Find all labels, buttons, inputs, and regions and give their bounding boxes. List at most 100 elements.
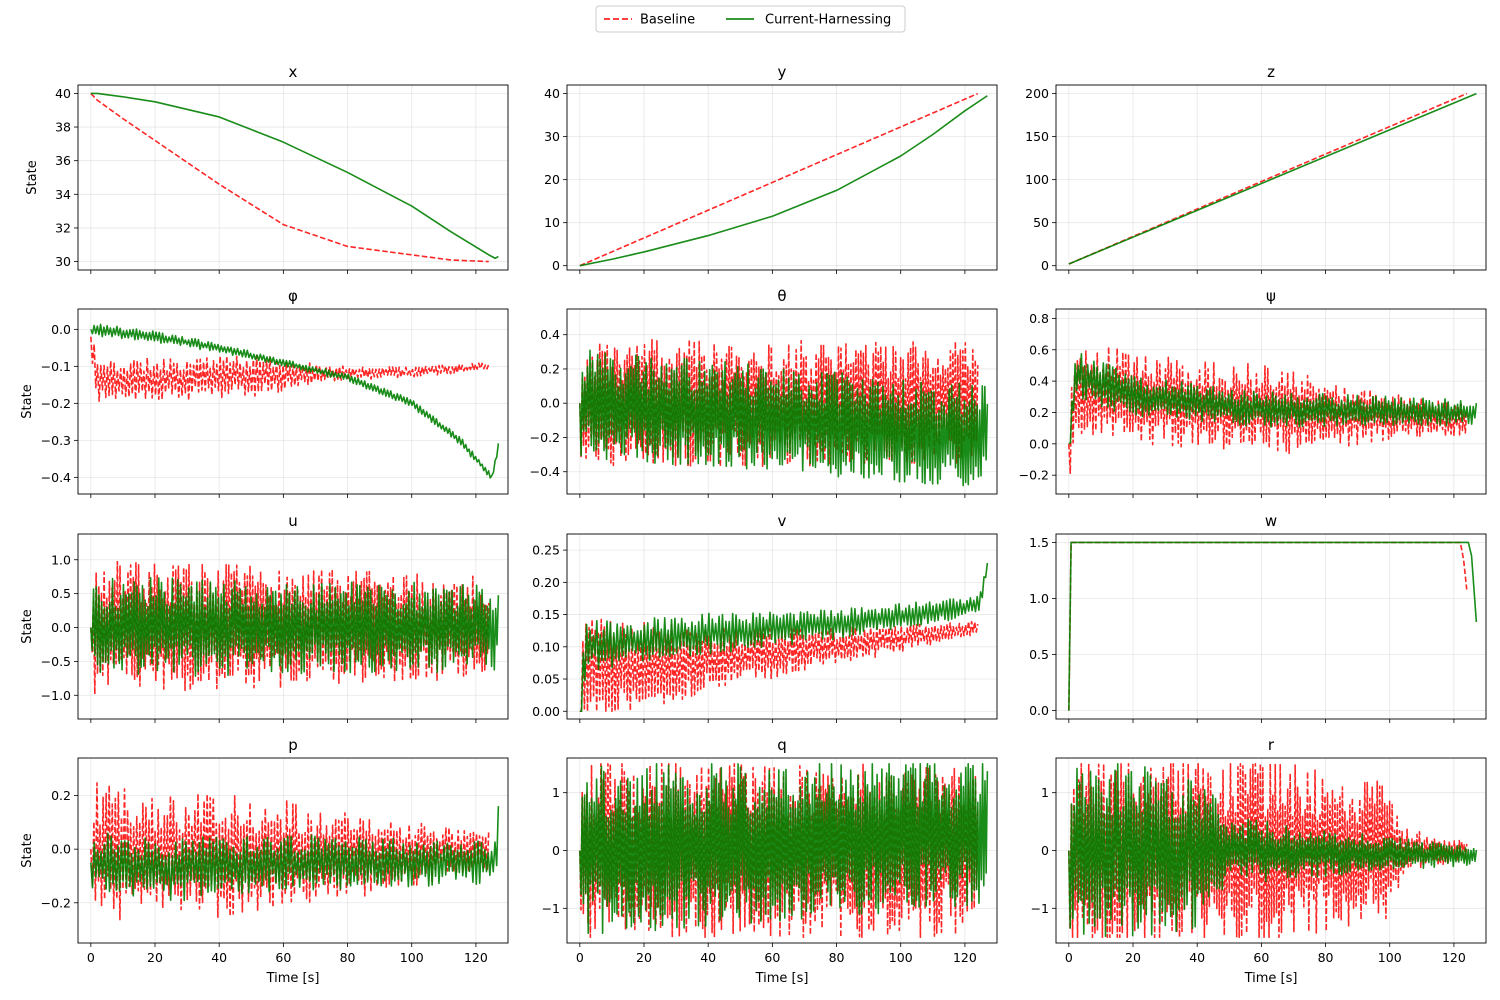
y-tick-label: 0.2 [51, 788, 71, 803]
x-tick-label: 0 [87, 950, 95, 965]
y-tick-label: 0.0 [51, 842, 71, 857]
panel-7: −1.0 −0.5 0.0 0.5 1.0 u State [20, 512, 509, 723]
legend-baseline-label: Baseline [640, 13, 695, 28]
x-tick-label: 120 [1442, 950, 1466, 965]
panel-title: φ [288, 287, 298, 305]
y-tick-label: 0.8 [1029, 311, 1049, 326]
y-tick-label: −0.5 [41, 654, 71, 669]
x-tick-label: 40 [211, 950, 227, 965]
x-tick-label: 80 [1318, 950, 1334, 965]
current-harnessing-series-line [579, 349, 989, 487]
y-axis-label: State [20, 384, 35, 418]
y-tick-label: 0.0 [1029, 703, 1049, 718]
y-tick-label: 0.05 [532, 672, 560, 687]
x-tick-label: 100 [1378, 950, 1402, 965]
y-tick-label: 0 [552, 258, 560, 273]
y-tick-label: 0.10 [532, 639, 560, 654]
x-axis-label: Time [s] [1244, 971, 1298, 986]
panel-title: y [778, 63, 787, 81]
y-tick-label: 0.4 [540, 327, 560, 342]
x-tick-label: 0 [576, 950, 584, 965]
y-tick-label: 1 [552, 785, 560, 800]
y-tick-label: 0.2 [540, 361, 560, 376]
panel-12: 0 20 40 60 80 100 120 −1 0 1 r Time [s] [1031, 736, 1487, 986]
panel-3: 0 50 100 150 200 z [1025, 63, 1487, 274]
y-tick-label: 0.5 [51, 586, 71, 601]
y-tick-label: −0.2 [530, 430, 560, 445]
plot-frame [566, 308, 998, 495]
y-tick-label: 0.20 [532, 575, 560, 590]
y-tick-label: 1.0 [51, 552, 71, 567]
y-tick-label: 50 [1033, 215, 1049, 230]
current-harnessing-series-line [90, 92, 499, 260]
y-tick-label: 40 [544, 86, 560, 101]
x-axis-label: Time [s] [755, 971, 809, 986]
y-tick-label: −0.1 [41, 359, 71, 374]
panel-1: 30 32 34 36 38 40 x State [25, 63, 509, 274]
baseline-series-line [1068, 541, 1468, 711]
y-tick-label: −0.2 [41, 895, 71, 910]
panel-title: ψ [1266, 287, 1276, 305]
panel-title: v [778, 512, 787, 530]
plot-frame [1055, 84, 1487, 271]
x-tick-label: 20 [1125, 950, 1141, 965]
x-tick-label: 0 [1065, 950, 1073, 965]
y-tick-label: 10 [544, 215, 560, 230]
baseline-series-line [90, 92, 489, 263]
y-tick-label: 0.0 [51, 620, 71, 635]
y-tick-label: 0.0 [540, 396, 560, 411]
y-tick-label: 38 [55, 120, 71, 135]
y-tick-label: 0.0 [51, 322, 71, 337]
y-tick-label: 0.0 [1029, 436, 1049, 451]
plot-frame [77, 308, 509, 495]
current-harnessing-series-line [1068, 541, 1478, 711]
y-tick-label: 32 [55, 220, 71, 235]
y-tick-label: −0.2 [41, 396, 71, 411]
y-tick-label: 0.15 [532, 607, 560, 622]
x-tick-label: 60 [764, 950, 780, 965]
panel-10: 0 20 40 60 80 100 120 −0.2 0.0 0.2 p State Time [s] [20, 736, 509, 986]
x-tick-label: 100 [889, 950, 913, 965]
y-tick-label: 0.2 [1029, 405, 1049, 420]
panel-title: θ [777, 287, 786, 305]
panel-9: 0.0 0.5 1.0 1.5 w [1029, 512, 1487, 723]
y-tick-label: 0.5 [1029, 647, 1049, 662]
current-harnessing-series-line [579, 95, 988, 267]
y-tick-label: −1 [1031, 901, 1049, 916]
panel-title: w [1265, 512, 1277, 530]
y-tick-label: 1 [1041, 785, 1049, 800]
panel-11: 0 20 40 60 80 100 120 −1 0 1 q Time [s] [542, 736, 998, 986]
y-tick-label: 200 [1025, 86, 1049, 101]
baseline-series-line [90, 560, 490, 695]
y-tick-label: 0.00 [532, 704, 560, 719]
panel-title: q [777, 736, 787, 754]
y-axis-label: State [20, 833, 35, 867]
y-tick-label: 0 [1041, 258, 1049, 273]
current-harnessing-series-line [1068, 92, 1477, 265]
x-tick-label: 20 [147, 950, 163, 965]
subplot-grid: 303234363840xState010203040y050100150200… [20, 63, 1487, 986]
x-axis-label: Time [s] [266, 971, 320, 986]
y-tick-label: 36 [55, 153, 71, 168]
current-harnessing-series-line [579, 562, 989, 713]
x-tick-label: 120 [953, 950, 977, 965]
x-tick-label: 80 [829, 950, 845, 965]
y-tick-label: 0.6 [1029, 342, 1049, 357]
panel-title: u [288, 512, 298, 530]
y-tick-label: 0 [1041, 843, 1049, 858]
y-tick-label: 150 [1025, 129, 1049, 144]
plot-frame [77, 757, 509, 944]
y-tick-label: −1.0 [41, 688, 71, 703]
y-tick-label: 30 [55, 254, 71, 269]
x-tick-label: 60 [1253, 950, 1269, 965]
baseline-series-line [90, 336, 490, 402]
panel-6: −0.2 0.0 0.2 0.4 0.6 0.8 ψ [1019, 287, 1487, 498]
y-tick-label: 30 [544, 129, 560, 144]
legend: Baseline Current-Harnessing [595, 5, 906, 33]
panel-5: −0.4 −0.2 0.0 0.2 0.4 θ [530, 287, 998, 498]
y-axis-label: State [20, 609, 35, 643]
panel-4: −0.4 −0.3 −0.2 −0.1 0.0 φ State [20, 287, 509, 498]
current-harnessing-series-line [90, 323, 500, 479]
current-harnessing-series-line [90, 806, 500, 902]
